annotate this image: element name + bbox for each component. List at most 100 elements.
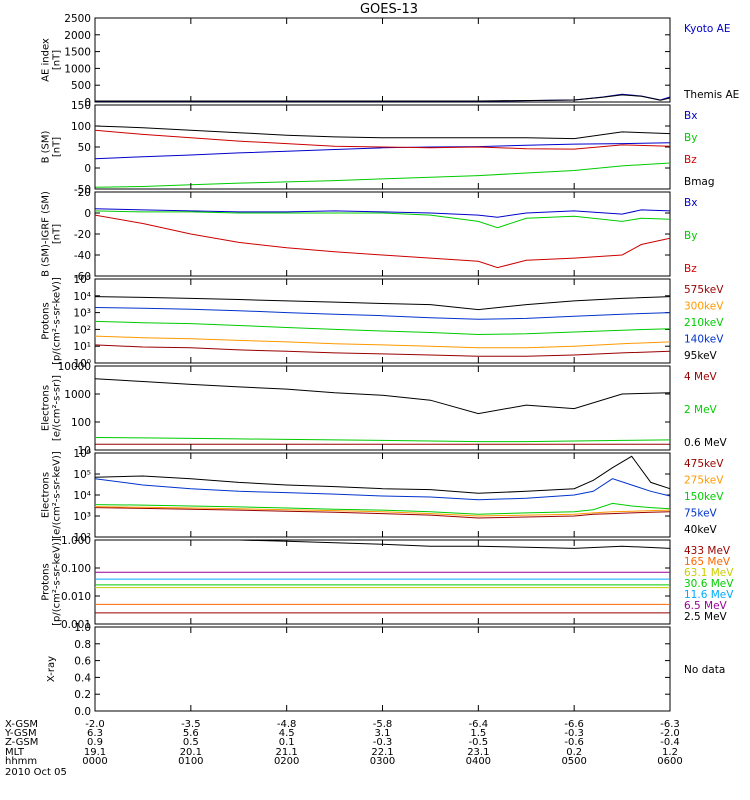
legend-entry: 75keV — [684, 508, 718, 520]
y-tick-label: 150 — [71, 100, 91, 112]
y-axis-label: Protons — [41, 302, 52, 339]
legend-entry: Bx — [684, 197, 697, 209]
panel-protons-kev-frame — [94, 278, 671, 364]
legend-entry: By — [684, 132, 697, 144]
legend-entry: 0.6 MeV — [684, 437, 728, 449]
legend-entry: 165 MeV — [684, 556, 731, 568]
y-axis-label: X-ray — [46, 656, 57, 682]
y-tick-label: 1.000 — [61, 535, 91, 547]
y-tick-label: 10² — [73, 324, 91, 336]
orbit-value: -2.0 — [660, 728, 680, 739]
orbit-value: -6.4 — [469, 719, 489, 730]
legend-entry: 6.5 MeV — [684, 600, 728, 612]
y-axis-label: Electrons — [41, 385, 52, 431]
y-tick-label: 0.0 — [74, 706, 91, 718]
panel-xray-frame — [94, 626, 671, 712]
y-tick-label: -40 — [74, 250, 91, 262]
panel-electrons-mev-frame — [94, 365, 671, 451]
legend-entry: 433 MeV — [684, 545, 731, 557]
series-line — [94, 214, 671, 269]
orbit-value: 0.2 — [566, 747, 582, 758]
legend-entry: 4 MeV — [684, 371, 718, 383]
orbit-row-label: Y-GSM — [4, 728, 37, 739]
y-tick-label: -60 — [74, 271, 91, 283]
panel-electrons-mev — [94, 365, 671, 451]
y-tick-label: 1500 — [64, 47, 91, 59]
legend-entry: 475keV — [684, 458, 724, 470]
series-line — [94, 208, 671, 218]
y-tick-label: 10³ — [73, 308, 91, 320]
y-tick-label: 0.4 — [74, 672, 91, 684]
orbit-value: -0.5 — [469, 737, 489, 748]
panel-electrons-kev-frame — [94, 452, 671, 538]
orbit-value: -6.3 — [660, 719, 680, 730]
panel-b-igrf-frame — [94, 191, 671, 277]
y-tick-label: 2500 — [64, 13, 91, 25]
panel-xray — [94, 626, 671, 712]
legend-entry: 63.1 MeV — [684, 567, 734, 579]
orbit-value: 19.1 — [84, 747, 106, 758]
orbit-row-label: X-GSM — [5, 719, 38, 730]
legend-entry: 275keV — [684, 475, 724, 487]
y-axis-label: AE index — [41, 38, 52, 82]
orbit-row-label: MLT — [5, 747, 25, 758]
series-line — [94, 507, 671, 519]
legend-entry: 11.6 MeV — [684, 589, 734, 601]
orbit-value: -6.6 — [564, 719, 584, 730]
y-tick-label: 10⁰ — [73, 358, 91, 370]
y-tick-label: 10⁴ — [73, 490, 91, 502]
legend-entry: Themis AE — [683, 89, 739, 101]
orbit-value: 6.3 — [87, 728, 103, 739]
orbit-value: 5.6 — [183, 728, 199, 739]
legend-entry: 210keV — [684, 317, 724, 329]
orbit-value: 0600 — [657, 756, 682, 767]
orbit-row-label: hhmm — [5, 756, 37, 767]
y-axis-label: [e/(cm²-s-sr-keV)] — [52, 451, 63, 539]
y-tick-label: 10⁴ — [73, 291, 91, 303]
legend-entry: 2.5 MeV — [684, 611, 728, 623]
orbit-value: 0.1 — [279, 737, 295, 748]
y-axis-label: [p/(cm²-s-sr-keV)] — [52, 538, 63, 626]
series-line — [94, 129, 671, 150]
series-line — [94, 142, 671, 160]
series-line — [94, 307, 671, 320]
series-line — [94, 478, 671, 501]
legend-entry: 30.6 MeV — [684, 578, 734, 590]
y-tick-label: 2000 — [64, 30, 91, 42]
orbit-value: 0.5 — [183, 737, 199, 748]
date-label: 2010 Oct 05 — [5, 767, 67, 778]
y-tick-label: 10¹ — [73, 341, 91, 353]
y-axis-label: Protons — [41, 563, 52, 600]
series-line — [94, 437, 671, 443]
legend-entry: Bz — [684, 263, 697, 275]
series-line — [94, 506, 671, 517]
y-tick-label: 10⁵ — [73, 274, 91, 286]
orbit-value: 21.1 — [276, 747, 298, 758]
series-line — [94, 296, 671, 311]
y-tick-label: 1.0 — [74, 622, 91, 634]
y-tick-label: 500 — [71, 80, 91, 92]
orbit-row-label: Z-GSM — [5, 737, 38, 748]
y-tick-label: 10³ — [73, 511, 91, 523]
y-tick-label: 0.2 — [74, 689, 91, 701]
series-line — [94, 320, 671, 336]
figure-title: GOES-13 — [360, 2, 418, 17]
y-tick-label: 10² — [73, 532, 91, 544]
orbit-value: 20.1 — [180, 747, 202, 758]
y-tick-label: 10⁶ — [73, 448, 91, 460]
no-data-label: No data — [684, 664, 725, 676]
y-axis-label: [p/(cm²-s-sr-keV)] — [52, 277, 63, 365]
orbit-value: -5.8 — [373, 719, 393, 730]
series-line — [94, 455, 671, 494]
orbit-value: 0.9 — [87, 737, 103, 748]
legend-entry: 575keV — [684, 284, 724, 296]
legend-entry: 300keV — [684, 301, 724, 313]
panel-protons-mev — [94, 539, 671, 625]
orbit-value: 0300 — [370, 756, 395, 767]
orbit-value: 0500 — [561, 756, 586, 767]
orbit-value: 0100 — [178, 756, 203, 767]
series-line — [94, 344, 671, 357]
series-line — [94, 502, 671, 515]
